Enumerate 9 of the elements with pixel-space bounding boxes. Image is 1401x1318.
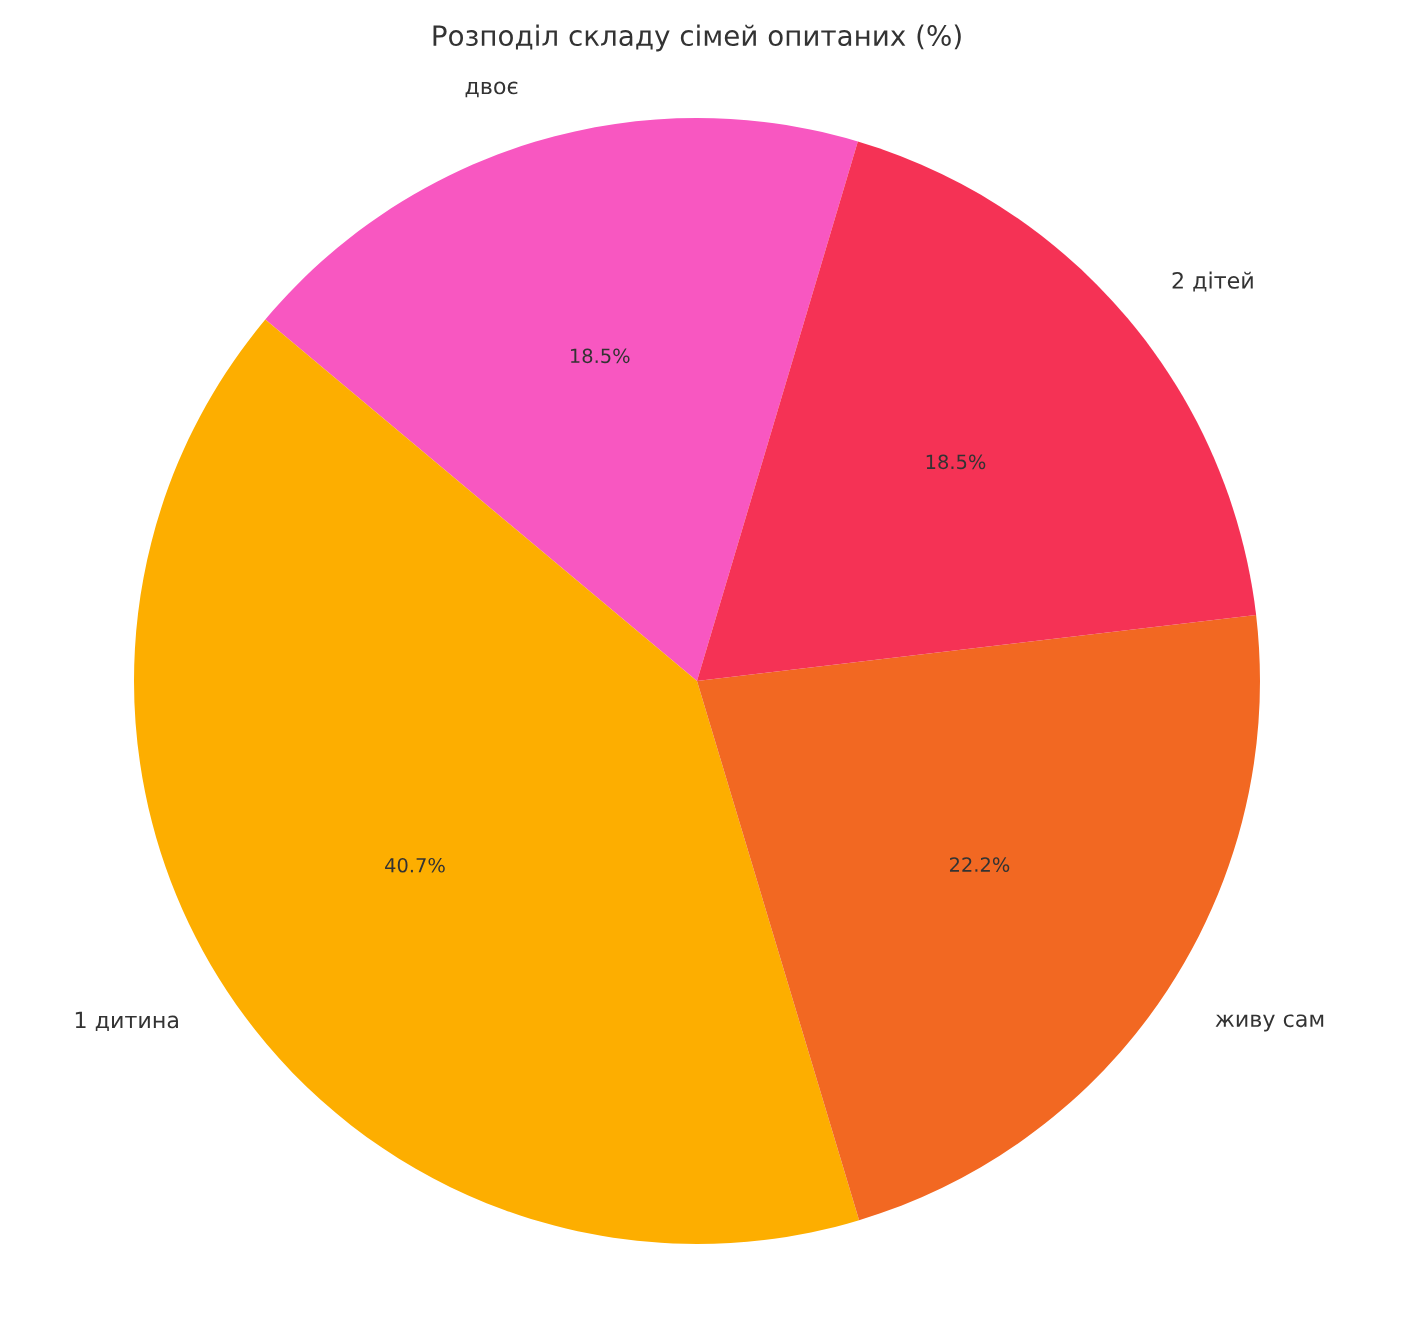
chart-title: Розподіл складу сімей опитаних (%) (433, 24, 961, 52)
data-label: 22.2% (949, 857, 1010, 872)
slice-label: 1 дитина (75, 1011, 178, 1032)
data-label: 40.7% (385, 857, 445, 873)
slice-label: живу сам (1215, 1014, 1324, 1032)
data-label: 18.5% (570, 348, 630, 364)
slice-label: 2 дітей (1172, 271, 1253, 292)
slice-label: двоє (465, 81, 518, 98)
data-label: 18.5% (926, 454, 986, 470)
